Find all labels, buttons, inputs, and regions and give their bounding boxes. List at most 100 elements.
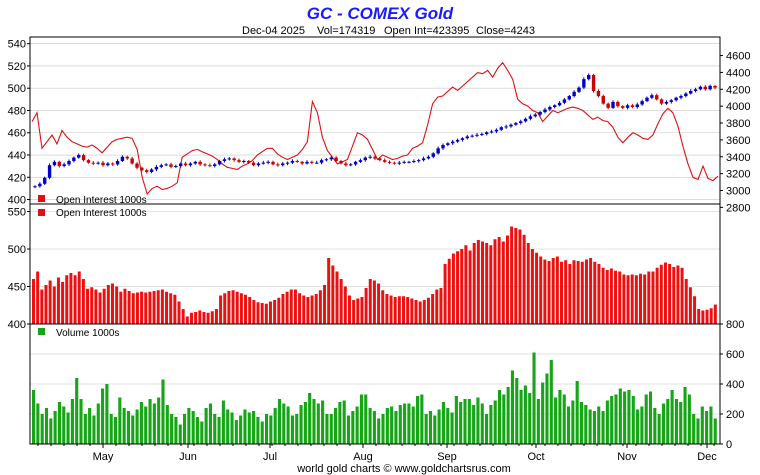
oi-bar xyxy=(472,243,476,324)
candle-body xyxy=(72,157,76,161)
oi-bar xyxy=(397,296,401,324)
oi-bar xyxy=(572,260,576,324)
volume-bar xyxy=(657,414,661,444)
candle-body xyxy=(451,141,455,144)
volume-bar xyxy=(170,414,174,444)
oi-bar xyxy=(331,265,335,324)
x-tick-label: Dec xyxy=(697,451,717,463)
volume-bar xyxy=(157,397,161,444)
volume-bar xyxy=(260,421,264,444)
oi-bar xyxy=(626,275,630,324)
oi-bar xyxy=(214,309,218,324)
oi-bar xyxy=(235,291,239,324)
volume-bar xyxy=(187,408,191,444)
candle-body xyxy=(324,159,329,161)
volume-bar xyxy=(342,400,346,444)
volume-bar xyxy=(493,400,497,444)
oi-bar xyxy=(119,291,123,324)
volume-bar xyxy=(334,408,338,444)
oi-bar xyxy=(680,267,684,324)
candle-body xyxy=(582,79,586,88)
candle-body xyxy=(344,163,348,166)
candle-body xyxy=(455,139,460,142)
price-right-tick-label: 4200 xyxy=(726,84,750,96)
candle-body xyxy=(684,93,688,97)
candle-body xyxy=(465,136,469,139)
volume-bar xyxy=(390,406,394,444)
oi-bar xyxy=(622,274,626,324)
candle-body xyxy=(591,74,596,91)
oi-bar xyxy=(148,291,152,324)
oi-left-tick-label: 500 xyxy=(8,244,26,256)
footer-credit: world gold charts © www.goldchartsrus.co… xyxy=(296,463,511,475)
oi-bar xyxy=(110,283,114,324)
candle-body xyxy=(91,162,95,164)
volume-bar xyxy=(597,406,601,444)
oi-bar xyxy=(489,245,493,324)
volume-bar xyxy=(705,411,709,444)
candle-body xyxy=(664,101,669,104)
volume-bar xyxy=(403,403,407,444)
price-legend-swatch xyxy=(38,195,45,202)
price-right-tick-label: 3600 xyxy=(726,135,750,147)
oi-bar xyxy=(314,294,318,324)
candle-body xyxy=(96,162,100,164)
volume-bar xyxy=(459,402,463,444)
volume-bar xyxy=(299,405,303,444)
candle-body xyxy=(329,157,333,160)
volume-bar xyxy=(256,417,260,444)
oi-bar xyxy=(713,304,717,324)
candle-body xyxy=(475,134,479,136)
volume-bar xyxy=(683,387,687,444)
volume-bar xyxy=(554,397,558,444)
oi-bar xyxy=(98,292,102,324)
volume-bar xyxy=(312,399,316,444)
candle-body xyxy=(567,96,571,100)
volume-bar xyxy=(325,414,329,444)
oi-bar xyxy=(639,273,642,324)
candle-body xyxy=(402,161,406,163)
oi-bar xyxy=(580,261,584,324)
price-open-interest-line xyxy=(31,61,719,196)
oi-bar xyxy=(48,280,52,324)
oi-bar xyxy=(273,300,277,324)
candle-body xyxy=(57,161,61,167)
oi-bar xyxy=(256,302,260,324)
oi-bar xyxy=(268,301,272,324)
oi-bar xyxy=(56,277,60,324)
oi-bar xyxy=(115,286,119,324)
oi-bar xyxy=(198,310,202,324)
volume-bar xyxy=(32,390,36,444)
oi-bar xyxy=(560,261,564,324)
oi-bar xyxy=(605,270,609,324)
candle-body xyxy=(154,166,159,170)
candle-body xyxy=(528,116,533,119)
candle-body xyxy=(606,103,610,108)
volume-bar xyxy=(454,396,458,444)
volume-bar xyxy=(502,394,506,444)
volume-bar xyxy=(40,414,44,444)
candle-body xyxy=(276,164,280,166)
candle-body xyxy=(334,157,338,161)
candle-body xyxy=(179,163,183,167)
candle-body xyxy=(397,162,401,164)
candle-body xyxy=(86,160,91,163)
volume-bar xyxy=(195,417,200,444)
candle-body xyxy=(242,160,246,162)
oi-bar xyxy=(568,264,572,324)
volume-bar xyxy=(36,403,40,444)
volume-bar xyxy=(523,385,527,444)
volume-bar xyxy=(295,414,299,444)
volume-bar xyxy=(70,399,74,444)
candle-body xyxy=(421,158,426,161)
candle-body xyxy=(295,160,299,162)
volume-right-tick-label: 800 xyxy=(726,319,744,331)
candle-body xyxy=(67,160,71,165)
x-tick-label: Oct xyxy=(527,451,544,463)
oi-bar xyxy=(385,294,389,324)
volume-bar xyxy=(679,402,683,444)
candle-body xyxy=(203,164,207,166)
volume-bar xyxy=(618,388,622,444)
volume-bar xyxy=(545,373,549,444)
